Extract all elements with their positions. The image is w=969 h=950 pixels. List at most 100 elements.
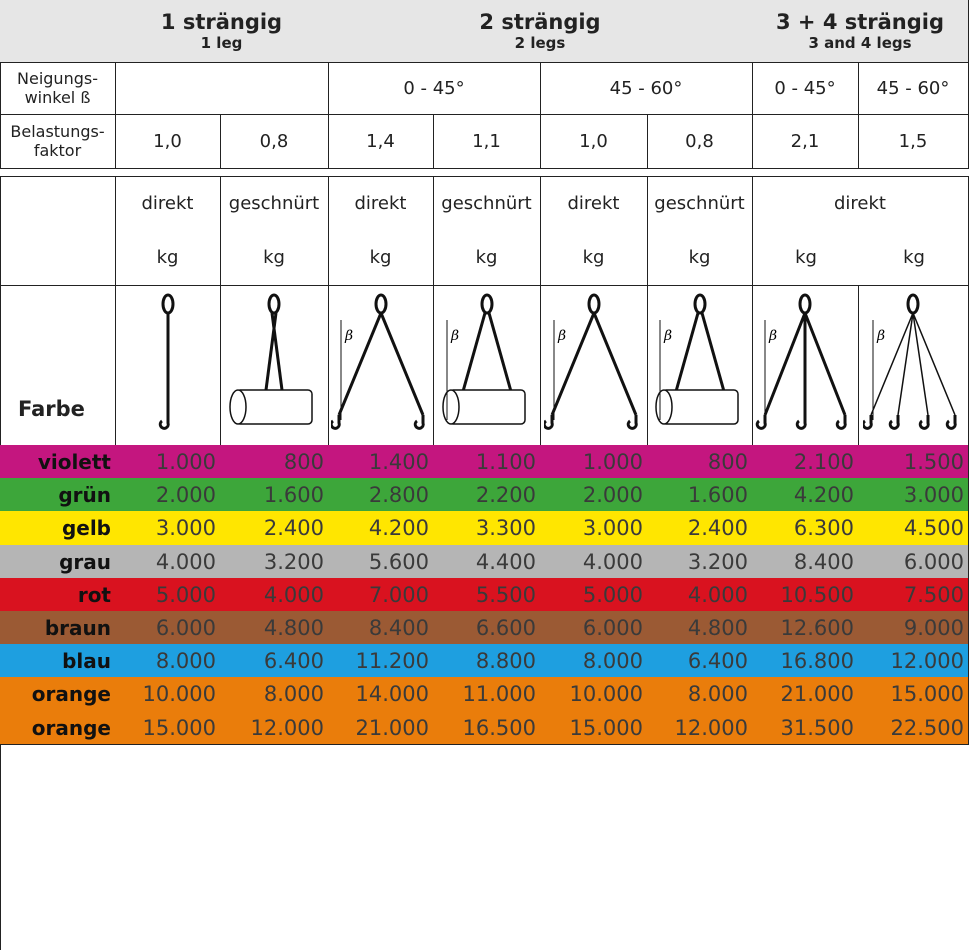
factor-cell: 1,5: [858, 114, 969, 169]
load-cell: 6.600: [433, 611, 541, 645]
load-cell: 2.400: [647, 511, 753, 546]
unit-row: kg: [115, 247, 220, 268]
load-cell: 7.000: [328, 578, 434, 612]
load-value: 2.800: [368, 482, 429, 507]
load-cell: 4.800: [220, 611, 329, 645]
load-value: 3.300: [475, 516, 536, 540]
load-value: 4.000: [155, 549, 216, 574]
load-cell: 4.200: [328, 511, 434, 546]
angle-symbol: β: [768, 328, 777, 344]
label-line: Belastungs-: [10, 122, 105, 141]
load-cell: 12.000: [647, 711, 753, 745]
load-cell: 800: [220, 445, 329, 479]
factor-cell: 1,1: [433, 114, 541, 169]
angle-value: 0 - 45°: [403, 77, 465, 99]
load-cell: 5.600: [328, 545, 434, 579]
angle-symbol: β: [876, 328, 885, 344]
color-name: orange: [0, 677, 116, 712]
color-label: blau: [62, 648, 111, 673]
load-value: 21.000: [355, 715, 429, 740]
unit: kg: [903, 247, 925, 269]
load-value: 6.400: [263, 648, 324, 673]
angle-cell: 0 - 45°: [328, 62, 541, 115]
load-cell: 16.500: [433, 711, 541, 745]
load-cell: 2.400: [220, 511, 329, 546]
color-label: orange: [31, 715, 111, 740]
load-cell: 4.000: [220, 578, 329, 612]
load-value: 800: [707, 449, 748, 474]
factor-value: 1,0: [579, 130, 608, 152]
load-value: 8.000: [582, 648, 643, 673]
factor-value: 1,1: [472, 130, 501, 152]
load-value: 16.500: [462, 715, 536, 740]
color-label: braun: [44, 615, 111, 640]
load-cell: 12.000: [858, 644, 969, 678]
icon-part: [587, 293, 600, 315]
factor-cell: 0,8: [647, 114, 753, 169]
icon-part: [673, 312, 699, 396]
header-group: 1 strängig 1 leg: [115, 0, 329, 63]
row-label: Farbe: [0, 285, 116, 446]
factor-cell: 1,0: [540, 114, 648, 169]
load-value: 6.000: [155, 615, 216, 640]
icon-part: [161, 293, 174, 315]
load-cell: 31.500: [752, 711, 859, 745]
color-name: grün: [0, 478, 116, 512]
load-cell: 1.600: [647, 478, 753, 512]
unit: kg: [475, 247, 498, 269]
load-cell: 2.800: [328, 478, 434, 512]
angle-cell: 45 - 60°: [540, 62, 753, 115]
load-value: 6.400: [687, 648, 748, 673]
load-cell: 4.000: [647, 578, 753, 612]
color-name: blau: [0, 644, 116, 678]
load-cell: 6.400: [220, 644, 329, 678]
icon-part: [543, 415, 554, 430]
factor-cell: 0,8: [220, 114, 329, 169]
factor-value: 1,4: [366, 130, 395, 152]
unit: kg: [156, 247, 179, 269]
empty-cell: [0, 176, 116, 286]
icon-cell: β: [752, 285, 859, 446]
unit: kg: [369, 247, 392, 269]
row-label: Belastungs-faktor: [0, 114, 116, 169]
load-cell: 1.500: [858, 445, 969, 479]
factor-value: 0,8: [685, 130, 714, 152]
icon-part: [235, 389, 313, 425]
load-value: 11.000: [462, 682, 536, 706]
color-label: gelb: [61, 516, 111, 540]
load-value: 15.000: [142, 715, 216, 740]
icon-cell: β: [328, 285, 434, 446]
load-cell: 11.200: [328, 644, 434, 678]
color-label: grün: [58, 482, 111, 507]
load-value: 10.500: [780, 582, 854, 607]
icon-part: [863, 415, 873, 430]
icon-part: [229, 389, 247, 425]
load-cell: 6.000: [115, 611, 221, 645]
method-cell: geschnürt kg: [433, 176, 541, 286]
load-value: 14.000: [355, 682, 429, 706]
load-cell: 8.000: [220, 677, 329, 712]
load-cell: 12.000: [220, 711, 329, 745]
load-value: 5.600: [368, 549, 429, 574]
color-name: violett: [0, 445, 116, 479]
angle-cell: 0 - 45°: [752, 62, 859, 115]
factor-value: 2,1: [790, 130, 820, 152]
icon-part: [660, 389, 739, 425]
color-name: gelb: [0, 511, 116, 546]
load-cell: 4.000: [540, 545, 648, 579]
load-value: 15.000: [569, 715, 643, 740]
icon-part: [379, 312, 424, 416]
icon-part: [487, 312, 513, 396]
icon-part: [918, 415, 930, 430]
icon-part: [413, 415, 425, 430]
load-cell: 15.000: [858, 677, 969, 712]
icon-part: [441, 389, 460, 425]
icon-part: [870, 312, 914, 416]
load-value: 4.500: [903, 516, 964, 540]
load-cell: 15.000: [540, 711, 648, 745]
load-value: 5.000: [582, 582, 643, 607]
load-value: 6.000: [582, 615, 643, 640]
unit: kg: [582, 247, 605, 269]
load-value: 7.000: [368, 582, 429, 607]
sling-icon: β: [654, 293, 739, 425]
